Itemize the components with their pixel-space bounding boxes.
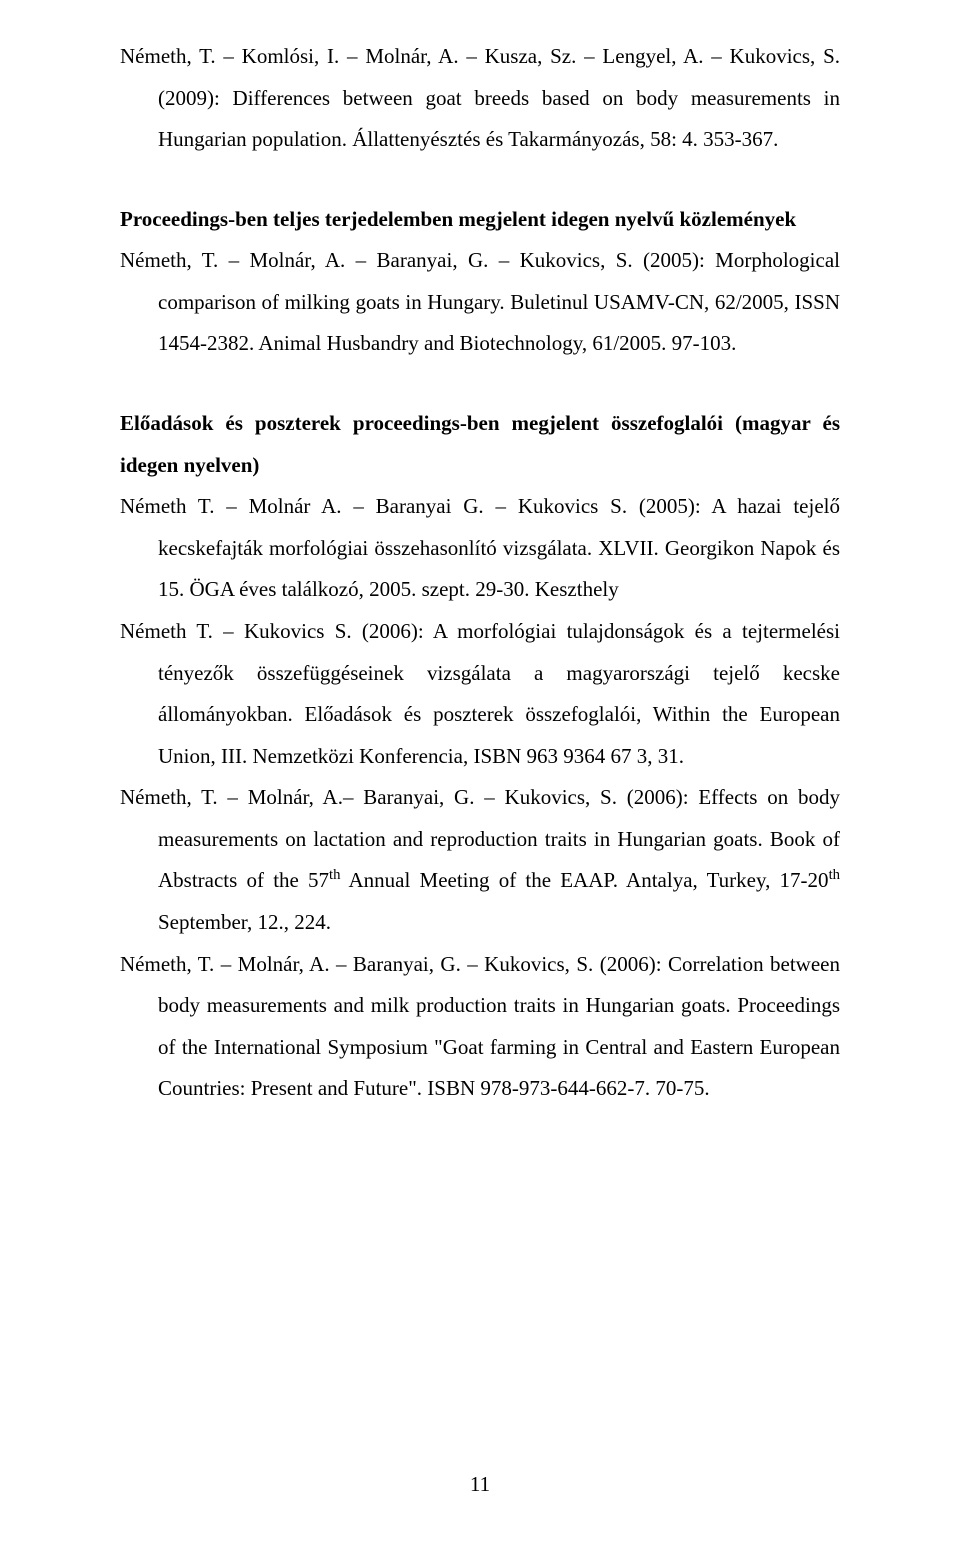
reference-entry: Németh T. – Molnár A. – Baranyai G. – Ku… — [120, 486, 840, 611]
page-number: 11 — [0, 1472, 960, 1497]
spacer — [120, 365, 840, 403]
reference-entry: Németh, T. – Molnár, A. – Baranyai, G. –… — [120, 240, 840, 365]
section-heading: Proceedings-ben teljes terjedelemben meg… — [120, 199, 840, 241]
reference-entry: Németh, T. – Molnár, A.– Baranyai, G. – … — [120, 777, 840, 943]
superscript: th — [329, 867, 340, 883]
reference-text: Annual Meeting of the EAAP. Antalya, Tur… — [340, 868, 828, 892]
section-heading: Előadások és poszterek proceedings-ben m… — [120, 403, 840, 486]
document-body: Németh, T. – Komlósi, I. – Molnár, A. – … — [120, 36, 840, 1110]
reference-entry: Németh, T. – Molnár, A. – Baranyai, G. –… — [120, 944, 840, 1110]
reference-entry: Németh T. – Kukovics S. (2006): A morfol… — [120, 611, 840, 777]
spacer — [120, 161, 840, 199]
reference-text: September, 12., 224. — [158, 910, 331, 934]
superscript: th — [829, 867, 840, 883]
reference-entry: Németh, T. – Komlósi, I. – Molnár, A. – … — [120, 36, 840, 161]
